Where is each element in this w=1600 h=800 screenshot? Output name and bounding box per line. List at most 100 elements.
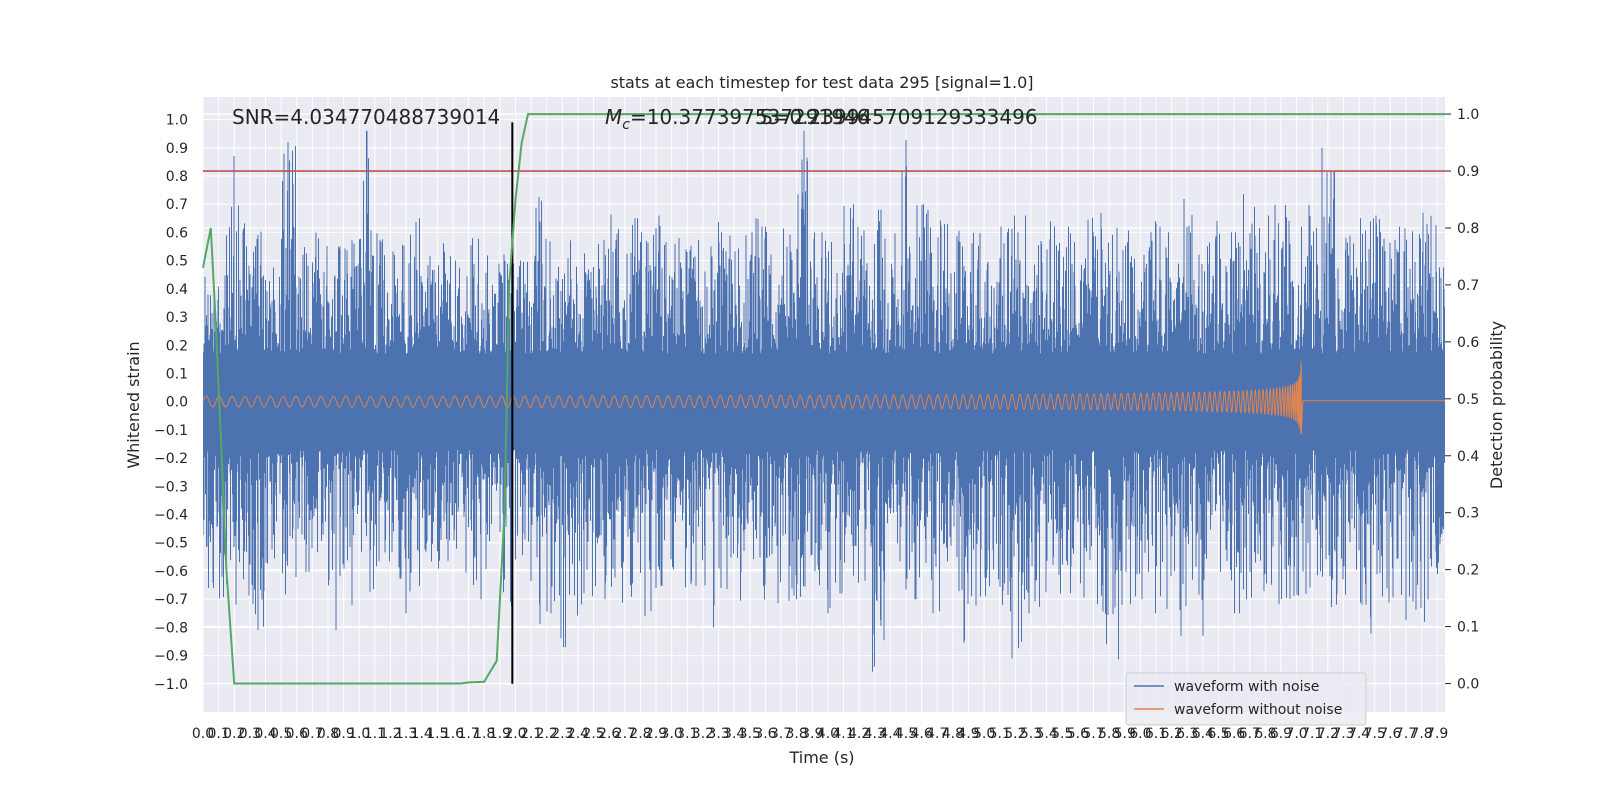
x-tick-label: 7.6 (1379, 726, 1401, 742)
x-tick-label: 4.6 (911, 726, 933, 742)
clean-trace (202, 361, 1445, 435)
x-tick-label: 6.6 (1223, 726, 1245, 742)
x-tick-label: 1.9 (489, 726, 511, 742)
mc-symbol: M (605, 105, 622, 129)
x-tick-label: 2.9 (645, 726, 667, 742)
y-tick-label: 0.9 (166, 141, 188, 157)
legend-label-clean: waveform without noise (1174, 702, 1342, 718)
x-tick-label: 0.9 (332, 726, 354, 742)
series-detection-probability (202, 113, 1445, 685)
x-tick-label: 7.4 (1348, 726, 1370, 742)
x-tick-label: 1.1 (364, 726, 386, 742)
x-tick-label: 2.5 (582, 726, 604, 742)
y-tick-label: −0.9 (154, 649, 188, 665)
x-tick-label: 5.7 (1082, 726, 1104, 742)
x-tick-label: 2.6 (598, 726, 620, 742)
y-tick-label: −0.4 (154, 508, 188, 524)
x-tick-label: 1.5 (426, 726, 448, 742)
y-tick-label: −1.0 (154, 677, 188, 693)
x-tick-label: 4.8 (942, 726, 964, 742)
y-axis-label: Whitened strain (124, 341, 143, 468)
y-tick-label: −0.6 (154, 564, 188, 580)
y2-tick-label: 0.4 (1457, 449, 1479, 465)
x-tick-label: 3.6 (754, 726, 776, 742)
x-tick-label: 2.0 (504, 726, 526, 742)
y-tick-label: −0.2 (154, 451, 188, 467)
x-tick-label: 0.6 (286, 726, 308, 742)
y2-tick-label: 0.1 (1457, 620, 1479, 636)
x-tick-label: 6.3 (1176, 726, 1198, 742)
x-tick-label: 5.2 (1004, 726, 1026, 742)
snr-annotation: SNR=4.034770488739014 (232, 105, 500, 129)
x-tick-label: 0.1 (207, 726, 229, 742)
y-tick-label: 0.1 (166, 366, 188, 382)
y-tick-label: 0.0 (166, 395, 188, 411)
x-tick-label: 5.0 (973, 726, 995, 742)
x-tick-label: 6.4 (1192, 726, 1214, 742)
x-tick-label: 3.2 (692, 726, 714, 742)
x-tick-label: 4.0 (817, 726, 839, 742)
x-tick-label: 7.3 (1332, 726, 1354, 742)
y-tick-label: 0.3 (166, 310, 188, 326)
y-tick-label: −0.3 (154, 479, 188, 495)
x-tick-label: 6.9 (1270, 726, 1292, 742)
x-tick-label: 1.6 (442, 726, 464, 742)
y-tick-label: 0.4 (166, 282, 188, 298)
x-tick-label: 0.2 (223, 726, 245, 742)
x-tick-label: 4.7 (926, 726, 948, 742)
x-tick-label: 0.7 (301, 726, 323, 742)
y-tick-labels: 1.0 0.9 0.8 0.7 0.6 0.5 0.4 0.3 0.2 0.1 0.0 −0.1 −0.… (154, 113, 188, 693)
x-tick-label: 0.4 (254, 726, 276, 742)
y2-tick-label: 1.0 (1457, 107, 1479, 123)
x-tick-label: 7.5 (1364, 726, 1386, 742)
x-tick-label: 7.2 (1317, 726, 1339, 742)
y-tick-label: 0.2 (166, 338, 188, 354)
x-tick-label: 4.2 (848, 726, 870, 742)
x-tick-label: 1.7 (457, 726, 479, 742)
chart-title: stats at each timestep for test data 295… (610, 73, 1033, 92)
x-tick-label: 2.1 (520, 726, 542, 742)
y-tick-label: −0.7 (154, 592, 188, 608)
x-tick-label: 7.1 (1301, 726, 1323, 742)
y2-tick-label: 0.7 (1457, 278, 1479, 294)
x-tick-label: 3.1 (676, 726, 698, 742)
x-tick-label: 4.1 (832, 726, 854, 742)
y2-tick-label: 0.0 (1457, 677, 1479, 693)
series-waveform-without-noise (202, 361, 1445, 435)
x-tick-label: 7.0 (1285, 726, 1307, 742)
x-tick-label: 0.3 (239, 726, 261, 742)
x-tick-label: 3.7 (770, 726, 792, 742)
x-tick-label: 5.4 (1035, 726, 1057, 742)
y2-tick-label: 0.9 (1457, 164, 1479, 180)
y-tick-label: 0.5 (166, 254, 188, 270)
mc-subscript: c (622, 117, 630, 133)
x-tick-label: 4.5 (895, 726, 917, 742)
x-tick-label: 0.0 (192, 726, 214, 742)
x-tick-label: 7.8 (1410, 726, 1432, 742)
s-label: S=0.23 (760, 105, 834, 129)
x-tick-label: 5.8 (1098, 726, 1120, 742)
x-tick-label: 2.7 (614, 726, 636, 742)
x-tick-labels: 0.00.10.20.30.40.50.60.70.80.91.01.11.21… (192, 726, 1448, 742)
x-tick-label: 2.2 (536, 726, 558, 742)
legend-label-noise: waveform with noise (1174, 679, 1319, 695)
s-annotation: S=0.239945709129333496 (760, 105, 1038, 129)
y2-tick-label: 0.2 (1457, 563, 1479, 579)
legend: waveform with noise waveform without noi… (1125, 672, 1367, 726)
legend-box (1125, 672, 1367, 726)
x-tick-label: 3.9 (801, 726, 823, 742)
x-tick-label: 6.5 (1207, 726, 1229, 742)
x-tick-label: 0.5 (270, 726, 292, 742)
x-tick-label: 2.3 (551, 726, 573, 742)
x-tick-label: 5.5 (1051, 726, 1073, 742)
x-tick-label: 6.8 (1254, 726, 1276, 742)
x-tick-label: 6.7 (1239, 726, 1261, 742)
s-value: 9945709129333496 (834, 105, 1038, 129)
y-tick-label: 0.7 (166, 197, 188, 213)
x-tick-label: 5.9 (1114, 726, 1136, 742)
x-tick-label: 1.0 (348, 726, 370, 742)
x-tick-label: 3.4 (723, 726, 745, 742)
x-tick-label: 5.1 (989, 726, 1011, 742)
x-tick-label: 5.6 (1067, 726, 1089, 742)
